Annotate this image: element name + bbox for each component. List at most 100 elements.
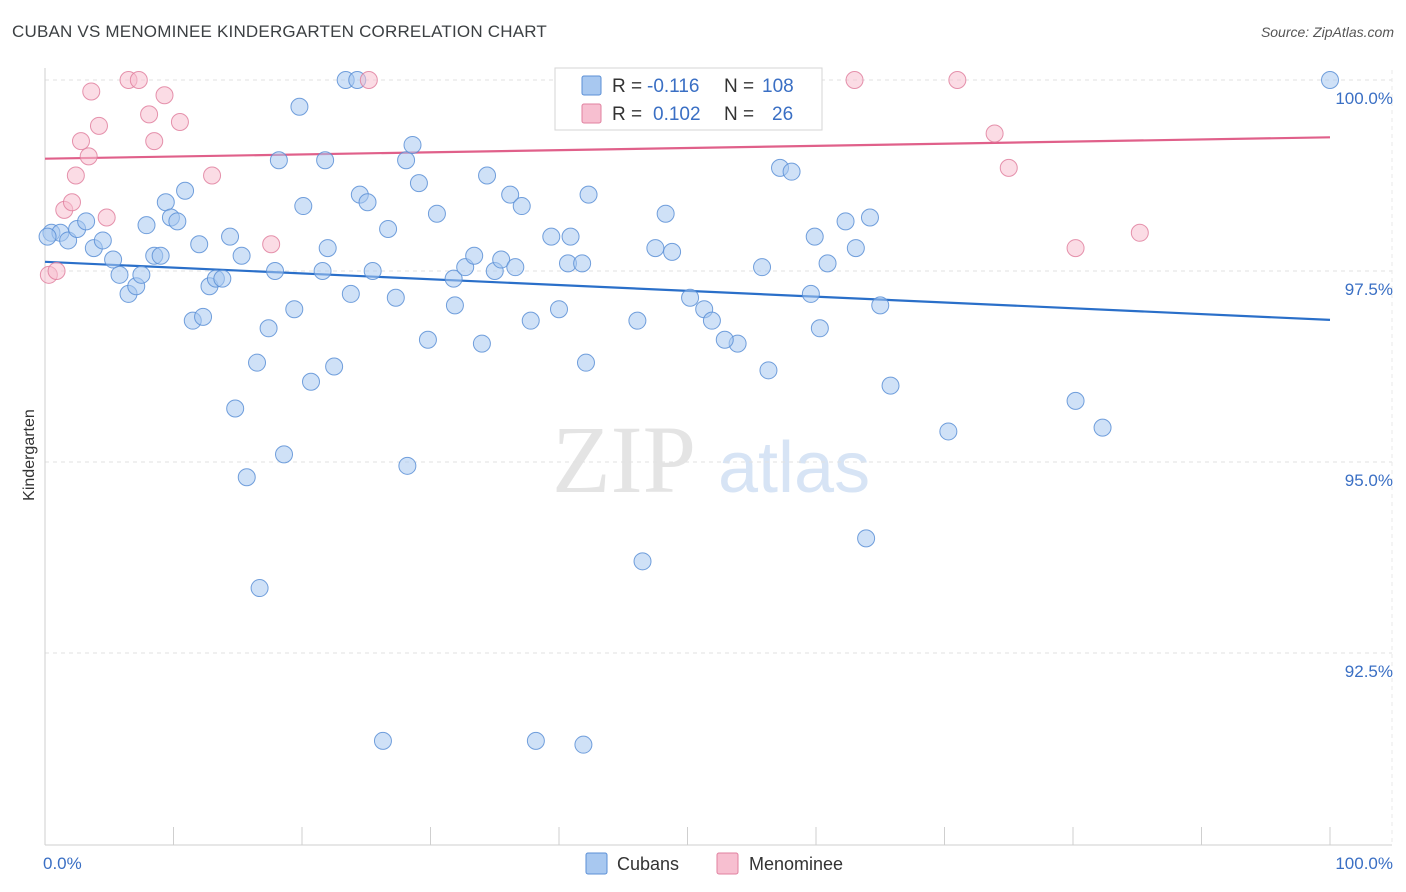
chart-title: CUBAN VS MENOMINEE KINDERGARTEN CORRELAT… <box>12 22 547 41</box>
y-tick-label: 92.5% <box>1345 662 1393 681</box>
point-menominee <box>62 193 81 212</box>
point-cubans <box>318 239 337 258</box>
point-menominee <box>140 105 159 124</box>
point-cubans <box>857 529 876 548</box>
point-cubans <box>1066 391 1085 410</box>
point-cubans <box>213 269 232 288</box>
watermark-zip: ZIP <box>552 406 696 513</box>
point-cubans <box>542 227 561 246</box>
point-cubans <box>1321 71 1339 89</box>
legend-n-label-2: N = <box>724 104 754 125</box>
bottom-legend-label-cubans: Cubans <box>617 854 679 874</box>
point-menominee <box>1130 223 1149 242</box>
point-cubans <box>156 193 175 212</box>
point-cubans <box>176 181 195 200</box>
point-cubans <box>472 334 491 353</box>
point-menominee <box>262 235 281 254</box>
point-cubans <box>237 468 256 487</box>
point-cubans <box>805 227 824 246</box>
y-tick-label: 97.5% <box>1345 280 1393 299</box>
point-cubans <box>151 246 170 265</box>
point-cubans <box>444 269 463 288</box>
point-cubans <box>501 185 520 204</box>
point-cubans <box>550 300 568 319</box>
point-cubans <box>846 239 865 258</box>
scatter-points <box>38 71 1339 754</box>
point-menominee <box>203 166 222 185</box>
point-cubans <box>104 250 123 269</box>
point-cubans <box>1093 418 1112 437</box>
point-cubans <box>492 250 511 269</box>
point-cubans <box>663 242 682 261</box>
point-cubans <box>290 97 309 116</box>
y-tick-label: 100.0% <box>1335 89 1393 108</box>
point-menominee <box>948 71 967 89</box>
point-menominee <box>97 208 116 227</box>
point-cubans <box>93 231 112 250</box>
tick-labels: 92.5% 95.0% 97.5% 100.0% 0.0% 100.0% <box>43 89 1393 873</box>
point-cubans <box>110 265 129 284</box>
x-tick-label: 0.0% <box>43 854 82 873</box>
point-menominee <box>145 132 164 151</box>
point-cubans <box>221 227 240 246</box>
point-cubans <box>398 456 417 475</box>
point-cubans <box>445 296 464 315</box>
bottom-legend-label-menominee: Menominee <box>749 854 843 874</box>
legend-r-value-1: -0.116 <box>647 76 699 97</box>
point-cubans <box>275 445 294 464</box>
point-cubans <box>77 212 96 231</box>
point-cubans <box>38 227 57 246</box>
point-cubans <box>646 239 665 258</box>
point-cubans <box>633 552 652 571</box>
point-cubans <box>801 284 820 303</box>
point-cubans <box>285 300 304 319</box>
point-cubans <box>226 399 245 418</box>
point-cubans <box>316 151 335 170</box>
point-cubans <box>194 307 213 326</box>
point-cubans <box>418 330 437 349</box>
point-menominee <box>845 71 864 89</box>
point-cubans <box>232 246 251 265</box>
point-cubans <box>403 135 422 154</box>
point-cubans <box>397 151 416 170</box>
point-cubans <box>409 174 428 193</box>
point-menominee <box>999 158 1018 177</box>
legend-n-value-1: 108 <box>762 76 794 97</box>
point-cubans <box>379 219 398 238</box>
point-cubans <box>137 216 156 235</box>
watermark-atlas: atlas <box>718 428 870 508</box>
legend-swatch-menominee <box>581 103 602 124</box>
point-cubans <box>266 262 285 280</box>
point-cubans <box>427 204 446 223</box>
point-cubans <box>526 731 545 750</box>
point-cubans <box>465 246 484 265</box>
legend-r-label-1: R = <box>612 76 642 97</box>
point-menominee <box>82 82 101 101</box>
axes <box>44 68 1392 846</box>
point-cubans <box>313 262 332 280</box>
point-cubans <box>506 258 525 277</box>
point-cubans <box>521 311 540 330</box>
point-cubans <box>512 197 531 216</box>
point-menominee <box>1066 239 1085 258</box>
legend-box: R = -0.116 N = 108 R = 0.102 N = 26 <box>554 67 823 131</box>
point-cubans <box>939 422 958 441</box>
point-cubans <box>715 330 734 349</box>
point-cubans <box>881 376 900 395</box>
point-menominee <box>89 116 108 135</box>
bottom-legend-swatch-menominee <box>716 852 739 875</box>
trend-line-menominee <box>44 136 1331 160</box>
y-axis-label: Kindergarten <box>21 409 38 501</box>
point-cubans <box>168 212 187 231</box>
point-cubans <box>301 372 320 391</box>
point-cubans <box>818 254 837 273</box>
source-label: Source: ZipAtlas.com <box>1260 24 1394 40</box>
point-menominee <box>47 262 66 280</box>
legend-r-label-2: R = <box>612 104 642 125</box>
point-cubans <box>681 288 700 307</box>
point-cubans <box>702 311 721 330</box>
point-cubans <box>363 262 382 280</box>
point-cubans <box>628 311 647 330</box>
point-cubans <box>294 197 313 216</box>
point-cubans <box>478 166 497 185</box>
